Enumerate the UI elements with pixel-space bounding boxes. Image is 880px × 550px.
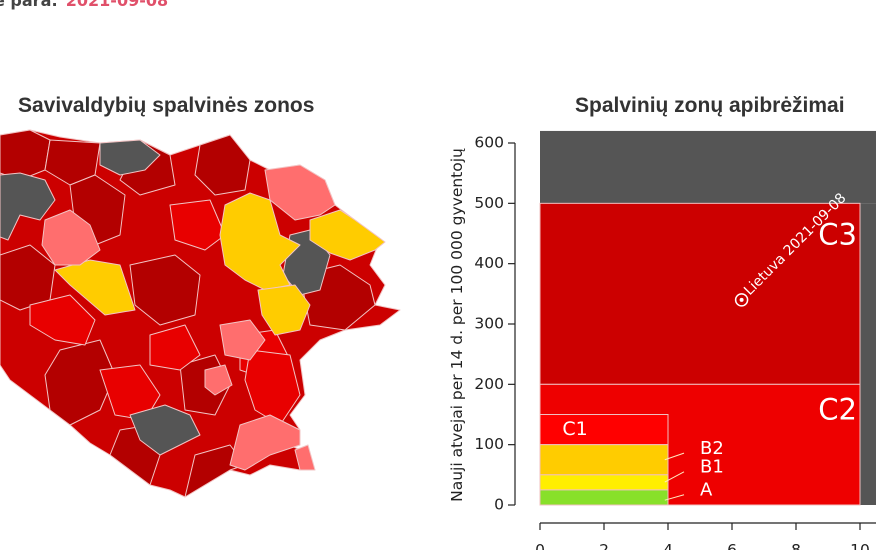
zone-label-c1: C1 <box>562 418 587 440</box>
y-tick-label: 600 <box>474 134 504 152</box>
zone-label-b2: B2 <box>700 438 724 459</box>
zone-pointer <box>664 471 685 483</box>
map-region <box>99 364 161 421</box>
pointers-layer <box>664 452 685 501</box>
map-region-light <box>219 319 266 361</box>
municipality-map <box>0 129 401 498</box>
map-region <box>44 339 116 426</box>
zone-label-c2: C2 <box>818 392 857 426</box>
date-value: 2021-09-08 <box>65 0 169 10</box>
zone-label-b1: B1 <box>700 457 724 478</box>
map-region-light <box>264 164 336 221</box>
map-region-light <box>229 414 301 471</box>
zones-layer <box>539 130 876 506</box>
zone-pointer <box>664 494 685 501</box>
map-region-yellow <box>257 284 311 336</box>
y-tick-label: 100 <box>474 435 504 453</box>
x-tick-label: 6 <box>727 541 737 550</box>
map-region-dark <box>0 172 56 241</box>
y-tick-label: 300 <box>474 315 504 333</box>
map-region-light <box>204 364 233 396</box>
lithuania-point-ring <box>734 293 749 307</box>
map-region-dark <box>99 139 161 176</box>
zone-label-a: A <box>700 480 713 501</box>
x-tick-label: 10 <box>850 541 870 550</box>
map-region <box>184 444 246 498</box>
zone-a <box>539 489 669 506</box>
x-tick-label: 8 <box>791 541 801 550</box>
map-region <box>129 254 201 326</box>
x-tick-label: 4 <box>663 541 673 550</box>
map-region-yellow <box>309 209 386 261</box>
map-region <box>149 324 201 371</box>
lithuania-point-dot <box>739 297 744 302</box>
zone-d <box>540 130 876 204</box>
chart-title: Spalvinių zonų apibrėžimai <box>575 94 845 117</box>
zone-b2 <box>539 444 669 476</box>
zone-c1 <box>539 414 669 446</box>
map-title: Savivaldybių spalvinės zonos <box>18 94 315 117</box>
y-axis-label: Nauji atvejai per 14 d. per 100 000 gyve… <box>448 148 466 502</box>
map-region <box>29 294 96 346</box>
map-region <box>169 199 226 251</box>
date-label: e para: <box>0 0 58 10</box>
map-region <box>194 134 251 196</box>
y-tick-label: 500 <box>474 194 504 212</box>
date-line: e para: 2021-09-08 <box>0 0 168 10</box>
y-tick-label: 200 <box>474 375 504 393</box>
x-tick-label: 2 <box>599 541 609 550</box>
map-region-dark <box>129 404 201 456</box>
map-region-light <box>294 444 316 471</box>
zone-b1 <box>539 474 669 491</box>
x-tick-label: 0 <box>535 541 545 550</box>
map-region-light <box>41 209 101 266</box>
zone-d <box>860 203 876 505</box>
zone-label-c3: C3 <box>818 218 857 252</box>
y-tick-label: 0 <box>494 496 504 514</box>
zone-pointer <box>664 452 685 461</box>
map-region-yellow <box>219 192 301 291</box>
y-tick-label: 400 <box>474 254 504 272</box>
axes-layer: 0 100 200 300 400 500 600 0 2 4 6 8 10 <box>474 134 876 550</box>
map-region-yellow <box>54 259 136 316</box>
